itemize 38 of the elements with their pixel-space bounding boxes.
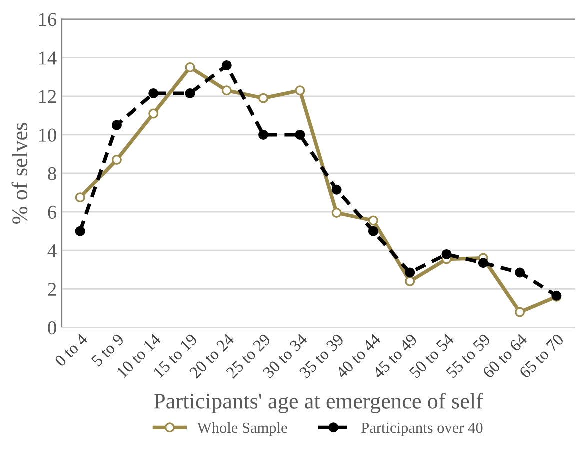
point <box>295 130 306 140</box>
y-tick-label: 0 <box>48 322 56 335</box>
point <box>368 216 378 226</box>
point <box>405 268 416 278</box>
point <box>405 276 416 286</box>
y-tick-label: 6 <box>48 206 57 219</box>
y-tick-label: 16 <box>39 13 57 26</box>
point <box>112 155 122 166</box>
point <box>515 268 526 278</box>
point <box>222 60 232 71</box>
point <box>185 88 196 99</box>
point <box>75 192 86 203</box>
x-tick-label: 0 to 4 <box>54 333 88 368</box>
legend-label: Whole Sample <box>197 422 288 436</box>
point <box>75 226 86 236</box>
legend-label: Participants over 40 <box>362 422 483 436</box>
y-axis-title: % of selves <box>12 123 28 224</box>
point <box>148 88 159 99</box>
point <box>112 120 122 130</box>
point <box>148 108 159 119</box>
point <box>478 258 488 268</box>
point <box>442 249 452 260</box>
y-tick-label: 14 <box>39 52 57 65</box>
point <box>258 93 269 104</box>
y-tick-label: 4 <box>48 244 57 258</box>
point <box>332 184 342 195</box>
y-tick-label: 2 <box>48 283 56 296</box>
point <box>185 62 196 72</box>
point <box>368 226 378 236</box>
point <box>258 130 269 140</box>
point <box>332 208 342 218</box>
y-tick-label: 8 <box>48 167 56 180</box>
point <box>515 307 526 318</box>
x-axis-title: Participants' age at emergence of self <box>154 392 484 414</box>
point <box>295 86 306 96</box>
y-tick-label: 12 <box>39 90 56 104</box>
y-tick-label: 10 <box>39 128 56 142</box>
point <box>222 86 232 96</box>
